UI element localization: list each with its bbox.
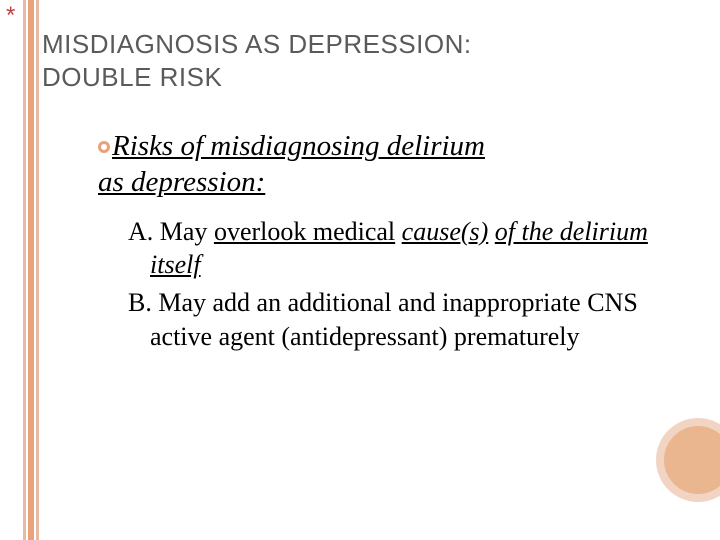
- accent-stripe: [36, 0, 39, 540]
- point-a-underline-1: overlook medical: [214, 217, 395, 246]
- point-a: A. May overlook medical cause(s) of the …: [128, 215, 658, 283]
- ring-bullet-icon: [98, 141, 110, 153]
- slide-title: MISDIAGNOSIS AS DEPRESSION: DOUBLE RISK: [42, 28, 472, 93]
- point-a-underline-2: cause(s): [402, 217, 489, 246]
- title-line-1: MISDIAGNOSIS AS DEPRESSION:: [42, 29, 472, 59]
- point-b: B. May add an additional and inappropria…: [128, 286, 658, 354]
- points-list: A. May overlook medical cause(s) of the …: [128, 215, 658, 354]
- accent-stripe: [28, 0, 34, 540]
- asterisk-marker: *: [6, 2, 15, 30]
- subhead-line-2: as depression:: [98, 166, 265, 198]
- subhead-line-1: Risks of misdiagnosing delirium: [112, 130, 485, 162]
- title-line-2: DOUBLE RISK: [42, 62, 222, 92]
- accent-stripe: [23, 0, 26, 540]
- slide-body: Risks of misdiagnosing delirium as depre…: [98, 128, 658, 358]
- subheading: Risks of misdiagnosing delirium as depre…: [98, 128, 658, 201]
- point-a-label: A. May: [128, 217, 214, 246]
